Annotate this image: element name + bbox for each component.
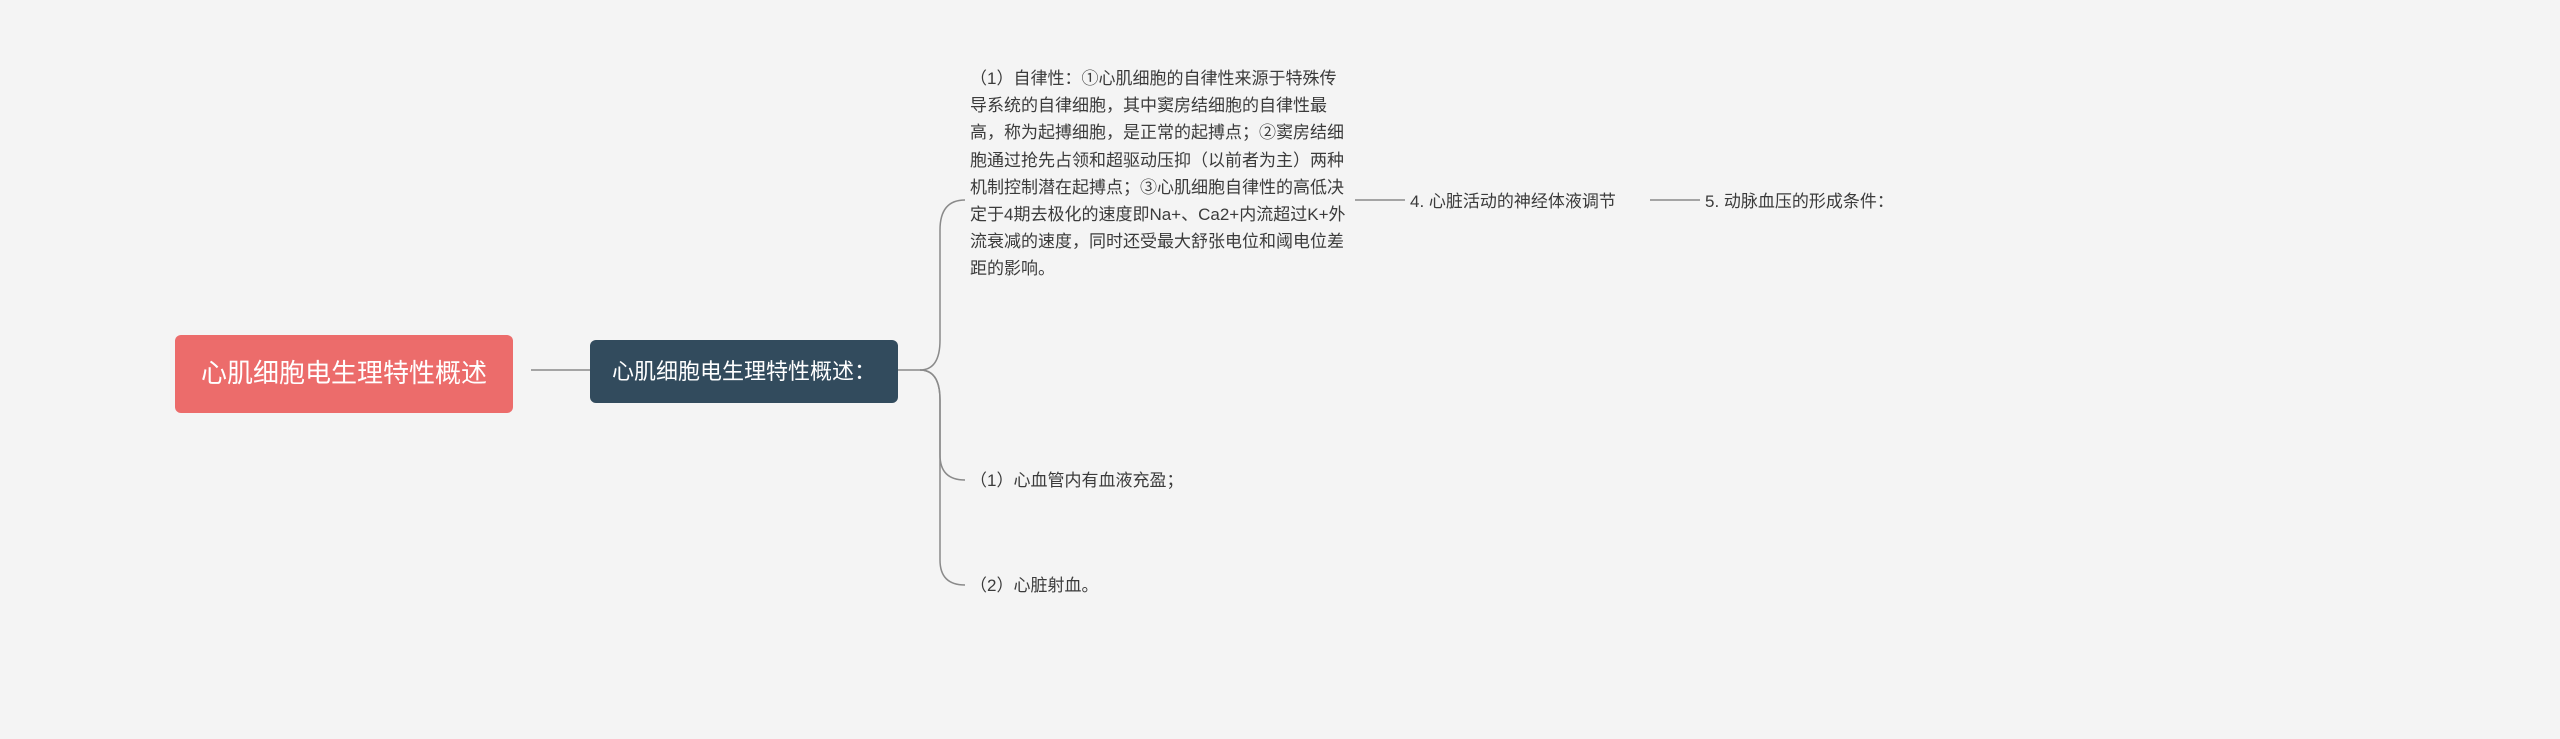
sub-node-overview[interactable]: 心肌细胞电生理特性概述： <box>590 340 898 403</box>
leaf-node-ejection[interactable]: （2）心脏射血。 <box>970 572 1098 599</box>
root-node[interactable]: 心肌细胞电生理特性概述 <box>175 335 513 413</box>
leaf-node-label: （1）自律性：①心肌细胞的自律性来源于特殊传导系统的自律细胞，其中窦房结细胞的自… <box>970 65 1350 283</box>
leaf-node-blood-fill[interactable]: （1）心血管内有血液充盈； <box>970 467 1183 494</box>
root-node-label: 心肌细胞电生理特性概述 <box>201 353 487 395</box>
leaf-node-neural-humoral[interactable]: 4. 心脏活动的神经体液调节 <box>1410 188 1616 215</box>
sub-node-label: 心肌细胞电生理特性概述： <box>612 354 876 389</box>
leaf-node-label: （2）心脏射血。 <box>970 572 1098 599</box>
leaf-node-autonomy[interactable]: （1）自律性：①心肌细胞的自律性来源于特殊传导系统的自律细胞，其中窦房结细胞的自… <box>970 65 1350 283</box>
leaf-node-label: （1）心血管内有血液充盈； <box>970 467 1183 494</box>
leaf-node-arterial-pressure[interactable]: 5. 动脉血压的形成条件： <box>1705 188 1894 215</box>
leaf-node-label: 5. 动脉血压的形成条件： <box>1705 188 1894 215</box>
leaf-node-label: 4. 心脏活动的神经体液调节 <box>1410 188 1616 215</box>
